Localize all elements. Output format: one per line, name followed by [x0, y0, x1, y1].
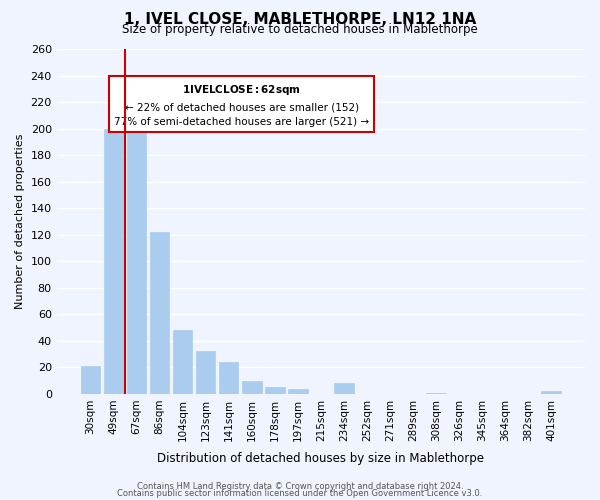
Bar	[127, 112, 146, 394]
Bar	[288, 388, 308, 394]
Text: Contains HM Land Registry data © Crown copyright and database right 2024.: Contains HM Land Registry data © Crown c…	[137, 482, 463, 491]
Bar	[242, 380, 262, 394]
Text: Contains public sector information licensed under the Open Government Licence v3: Contains public sector information licen…	[118, 488, 482, 498]
Bar	[265, 388, 284, 394]
Bar	[541, 391, 561, 394]
Text: Size of property relative to detached houses in Mablethorpe: Size of property relative to detached ho…	[122, 22, 478, 36]
Bar	[196, 352, 215, 394]
Text: $\bf{1 IVEL CLOSE: 62sqm}$
← 22% of detached houses are smaller (152)
77% of sem: $\bf{1 IVEL CLOSE: 62sqm}$ ← 22% of deta…	[114, 84, 369, 127]
Text: 1, IVEL CLOSE, MABLETHORPE, LN12 1NA: 1, IVEL CLOSE, MABLETHORPE, LN12 1NA	[124, 12, 476, 28]
X-axis label: Distribution of detached houses by size in Mablethorpe: Distribution of detached houses by size …	[157, 452, 484, 465]
Bar	[219, 362, 238, 394]
Bar	[80, 366, 100, 394]
Bar	[334, 384, 353, 394]
Bar	[173, 330, 193, 394]
Y-axis label: Number of detached properties: Number of detached properties	[15, 134, 25, 309]
Bar	[150, 232, 169, 394]
Bar	[426, 392, 446, 394]
Bar	[104, 128, 123, 394]
